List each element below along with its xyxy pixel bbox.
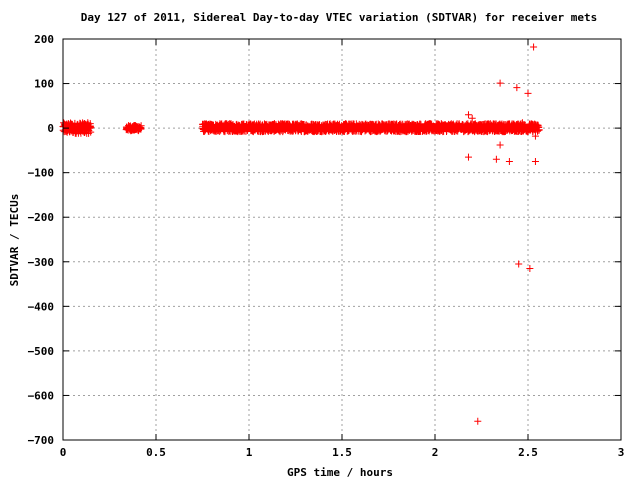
grid (63, 39, 621, 440)
chart-title: Day 127 of 2011, Sidereal Day-to-day VTE… (81, 11, 598, 24)
y-tick-label: −400 (28, 300, 55, 313)
outlier-point (464, 153, 472, 161)
outlier-point (518, 119, 526, 127)
y-tick-label: −600 (28, 389, 55, 402)
y-tick-label: −500 (28, 345, 55, 358)
x-tick-label: 0.5 (146, 446, 166, 459)
y-tick-label: 200 (34, 33, 54, 46)
y-tick-label: 100 (34, 78, 54, 91)
outlier-point (468, 114, 476, 122)
x-tick-label: 0 (60, 446, 67, 459)
y-tick-label: −300 (28, 256, 55, 269)
outlier-point (492, 155, 500, 163)
data-point (137, 122, 145, 130)
x-axis-ticks: 0 0.5 1 1.5 2 2.5 3 (60, 39, 625, 459)
data-points (59, 43, 543, 425)
x-tick-label: 1.5 (332, 446, 352, 459)
y-tick-label: −700 (28, 434, 55, 447)
outlier-point (496, 79, 504, 87)
outlier-point (505, 158, 513, 166)
y-tick-label: −100 (28, 167, 55, 180)
data-point (535, 126, 543, 134)
outlier-point (513, 84, 521, 92)
y-tick-label: 0 (47, 122, 54, 135)
outlier-point (530, 43, 538, 51)
outlier-point (496, 141, 504, 149)
y-axis-ticks: 200 100 0 −100 −200 −300 −400 −500 −600 −700 (28, 33, 621, 447)
x-axis-label: GPS time / hours (287, 466, 393, 479)
outlier-point (474, 417, 482, 425)
x-tick-label: 2.5 (518, 446, 538, 459)
y-tick-label: −200 (28, 211, 55, 224)
data-point (87, 123, 95, 131)
x-tick-label: 1 (246, 446, 253, 459)
x-tick-label: 3 (618, 446, 625, 459)
y-axis-label: SDTVAR / TECUs (8, 194, 21, 287)
outlier-point (464, 111, 472, 119)
outlier-point (531, 132, 539, 140)
outlier-point (531, 158, 539, 166)
x-tick-label: 2 (432, 446, 439, 459)
outlier-point (526, 264, 534, 272)
outlier-point (524, 89, 532, 97)
outlier-point (515, 260, 523, 268)
